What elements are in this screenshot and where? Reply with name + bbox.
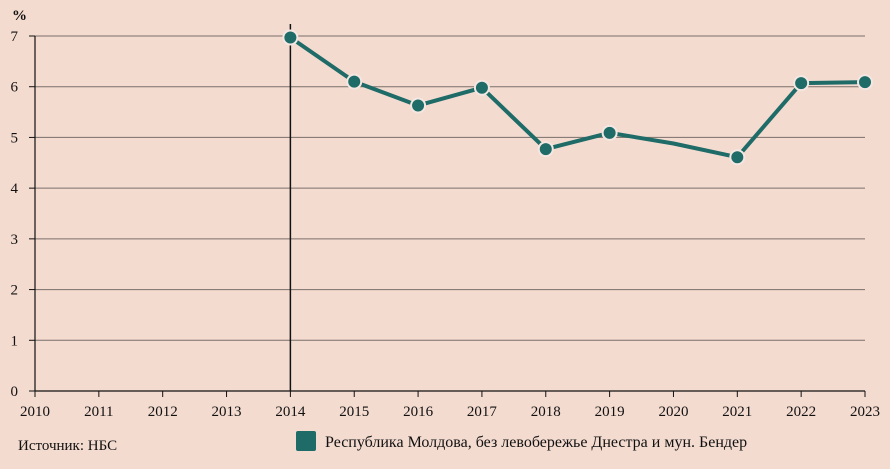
x-tick-label: 2012 <box>148 404 178 420</box>
x-tick-label: 2019 <box>595 404 625 420</box>
data-point-2023 <box>857 74 873 91</box>
y-tick-label: 7 <box>11 29 19 45</box>
y-tick-label: 0 <box>11 384 19 400</box>
x-tick-label: 2018 <box>531 404 561 420</box>
legend: Республика Молдова, без левобережье Днес… <box>296 431 747 451</box>
x-tick-label: 2016 <box>403 404 434 420</box>
x-tick-label: 2023 <box>850 404 880 420</box>
x-tick-label: 2021 <box>722 404 752 420</box>
y-axis-unit-label: % <box>12 8 27 24</box>
data-point-2022 <box>793 75 810 92</box>
x-tick-label: 2017 <box>467 404 498 420</box>
series-line <box>288 35 867 160</box>
data-point-2016 <box>410 97 427 114</box>
source-label: Источник: НБС <box>18 438 117 454</box>
x-tick-label: 2015 <box>339 404 369 420</box>
y-tick-label: 1 <box>11 333 19 349</box>
y-tick-label: 3 <box>11 232 19 248</box>
data-point-2017 <box>473 79 490 96</box>
y-tick-label: 4 <box>11 181 19 197</box>
data-point-2015 <box>346 73 363 90</box>
data-point-2021 <box>729 149 746 166</box>
grid-lines <box>35 35 865 341</box>
tick-labels: 0 1 2 3 4 5 6 7 2010 2011 2012 2013 2014 2015 2016 2017… <box>11 29 881 420</box>
x-tick-label: 2013 <box>212 404 242 420</box>
y-tick-label: 2 <box>11 283 19 299</box>
x-tick-label: 2014 <box>275 404 306 420</box>
y-tick-label: 6 <box>11 80 19 96</box>
x-tick-label: 2020 <box>658 404 688 420</box>
data-point-2018 <box>537 141 554 158</box>
series-layer <box>282 29 873 166</box>
legend-swatch <box>296 431 316 451</box>
legend-label: Республика Молдова, без левобережье Днес… <box>325 434 747 451</box>
data-point-2019 <box>601 124 618 141</box>
x-tick-label: 2010 <box>20 404 50 420</box>
x-tick-label: 2011 <box>84 404 113 420</box>
data-point-2014 <box>282 29 299 46</box>
x-tick-label: 2022 <box>786 404 816 420</box>
axes <box>29 24 866 397</box>
y-tick-label: 5 <box>11 130 19 146</box>
